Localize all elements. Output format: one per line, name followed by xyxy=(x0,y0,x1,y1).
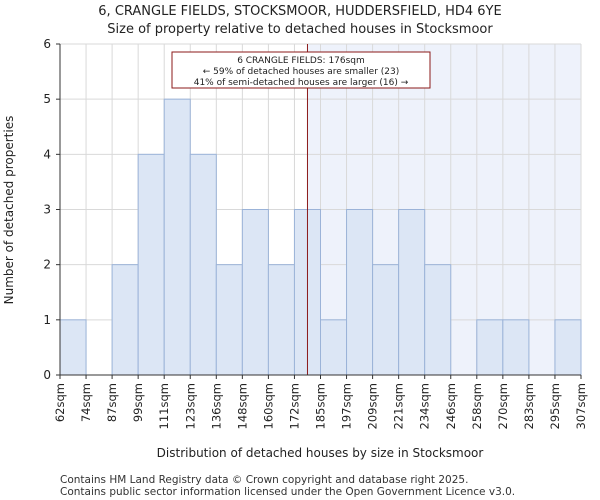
histogram-bar xyxy=(59,319,87,376)
x-tick-label: 185sqm xyxy=(314,383,328,429)
histogram-bar xyxy=(215,264,243,376)
y-tick-label: 5 xyxy=(43,92,51,106)
histogram-bar xyxy=(241,209,269,376)
x-tick-label: 172sqm xyxy=(287,383,301,429)
histogram-bar xyxy=(267,264,295,376)
x-tick-label: 148sqm xyxy=(235,383,249,429)
annotation-line: ← 59% of detached houses are smaller (23… xyxy=(203,67,400,77)
x-tick-label: 99sqm xyxy=(131,383,145,422)
histogram-bar xyxy=(398,209,426,376)
x-tick-label: 160sqm xyxy=(261,383,275,429)
x-tick-label: 74sqm xyxy=(79,383,93,422)
footer-licence: Contains public sector information licen… xyxy=(60,486,516,498)
x-tick-label: 209sqm xyxy=(366,383,380,429)
x-tick-label: 270sqm xyxy=(496,383,510,429)
x-tick-label: 307sqm xyxy=(574,383,588,429)
y-tick-label: 1 xyxy=(43,313,51,327)
x-axis-label: Distribution of detached houses by size … xyxy=(157,446,484,460)
y-axis-label: Number of detached properties xyxy=(2,116,16,305)
histogram-bar xyxy=(346,209,374,376)
x-tick-label: 87sqm xyxy=(105,383,119,422)
annotation-line: 6 CRANGLE FIELDS: 176sqm xyxy=(237,56,365,66)
annotation-line: 41% of semi-detached houses are larger (… xyxy=(194,78,409,88)
x-tick-label: 234sqm xyxy=(418,383,432,429)
x-tick-label: 258sqm xyxy=(470,383,484,429)
x-tick-label: 295sqm xyxy=(548,383,562,429)
histogram-bar xyxy=(554,319,582,376)
histogram-bar xyxy=(137,153,165,376)
annotation-box xyxy=(171,51,431,89)
histogram-bar xyxy=(372,264,400,376)
x-tick-label: 136sqm xyxy=(209,383,223,429)
footer-copyright: Contains HM Land Registry data © Crown c… xyxy=(60,474,469,486)
x-tick-label: 123sqm xyxy=(183,383,197,429)
histogram-bar xyxy=(502,319,530,376)
y-tick-label: 0 xyxy=(43,368,51,382)
y-tick-label: 4 xyxy=(43,147,51,161)
x-tick-label: 221sqm xyxy=(392,383,406,429)
histogram-bar xyxy=(163,98,191,376)
y-tick-label: 6 xyxy=(43,37,51,51)
histogram-bar xyxy=(111,264,139,376)
chart-title: 6, CRANGLE FIELDS, STOCKSMOOR, HUDDERSFI… xyxy=(98,4,502,19)
histogram-bar xyxy=(476,319,504,376)
histogram-bar xyxy=(189,153,217,376)
x-tick-label: 197sqm xyxy=(340,383,354,429)
x-tick-label: 111sqm xyxy=(157,383,171,429)
chart-subtitle: Size of property relative to detached ho… xyxy=(107,22,493,37)
x-tick-label: 283sqm xyxy=(522,383,536,429)
x-tick-label: 62sqm xyxy=(53,383,67,422)
y-tick-label: 3 xyxy=(43,203,51,217)
x-tick-label: 246sqm xyxy=(444,383,458,429)
histogram-bar xyxy=(320,319,348,376)
y-tick-label: 2 xyxy=(43,258,51,272)
histogram-bar xyxy=(424,264,452,376)
